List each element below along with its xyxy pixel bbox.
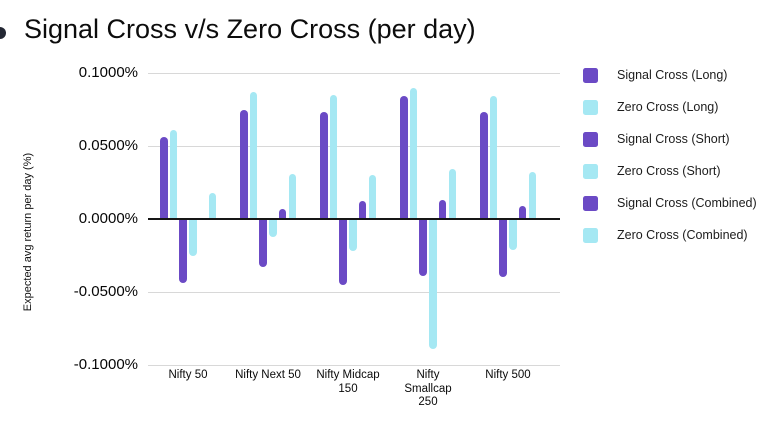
y-tick-label: 0.1000% bbox=[78, 64, 138, 81]
bar-signal-cross-short-nifty-500 bbox=[499, 219, 507, 278]
y-tick-label: -0.0500% bbox=[73, 283, 138, 300]
legend-label: Zero Cross (Long) bbox=[617, 100, 719, 114]
legend-swatch-icon bbox=[583, 131, 598, 147]
chart-title: Signal Cross v/s Zero Cross (per day) bbox=[24, 14, 476, 44]
bar-zero-cross-long-nifty-smallcap-250 bbox=[409, 87, 418, 219]
x-category-label: Nifty Smallcap 250 bbox=[404, 369, 452, 408]
gridline bbox=[148, 364, 560, 366]
left-edge-notch-icon bbox=[0, 27, 6, 39]
legend-label: Zero Cross (Combined) bbox=[617, 228, 748, 242]
bar-zero-cross-combined-nifty-midcap-150 bbox=[368, 175, 376, 219]
bar-zero-cross-short-nifty-next-50 bbox=[269, 219, 277, 237]
bar-zero-cross-long-nifty-midcap-150 bbox=[329, 94, 338, 219]
bar-signal-cross-combined-nifty-smallcap-250 bbox=[438, 200, 447, 219]
bar-zero-cross-long-nifty-next-50 bbox=[249, 91, 258, 219]
bar-signal-cross-short-nifty-smallcap-250 bbox=[419, 219, 427, 276]
bar-signal-cross-long-nifty-midcap-150 bbox=[320, 112, 328, 219]
legend-entry: Signal Cross (Combined) bbox=[583, 187, 757, 219]
bar-signal-cross-combined-nifty-midcap-150 bbox=[358, 201, 367, 219]
y-tick-label: -0.1000% bbox=[73, 356, 138, 373]
bar-zero-cross-combined-nifty-smallcap-250 bbox=[448, 169, 456, 219]
legend-swatch-icon bbox=[583, 99, 598, 115]
gridline bbox=[148, 291, 560, 293]
legend-entry: Zero Cross (Combined) bbox=[583, 219, 757, 251]
x-category-label: Nifty 500 bbox=[485, 369, 531, 381]
legend-swatch-icon bbox=[583, 163, 598, 179]
gridline bbox=[148, 145, 560, 147]
y-tick-label: 0.0500% bbox=[78, 137, 138, 154]
bar-zero-cross-short-nifty-500 bbox=[509, 219, 517, 250]
legend-entry: Zero Cross (Short) bbox=[583, 155, 757, 187]
bar-signal-cross-short-nifty-50 bbox=[179, 219, 187, 284]
legend-label: Zero Cross (Short) bbox=[617, 164, 721, 178]
bar-signal-cross-combined-nifty-500 bbox=[518, 205, 527, 219]
legend-entry: Signal Cross (Short) bbox=[583, 123, 757, 155]
bar-zero-cross-long-nifty-500 bbox=[489, 96, 498, 219]
legend-label: Signal Cross (Combined) bbox=[617, 196, 757, 210]
zero-axis-line bbox=[148, 218, 560, 220]
y-tick-label: 0.0000% bbox=[78, 210, 138, 227]
legend-swatch-icon bbox=[583, 227, 598, 243]
bar-zero-cross-combined-nifty-50 bbox=[208, 192, 216, 219]
bar-zero-cross-long-nifty-50 bbox=[169, 129, 178, 219]
bar-zero-cross-combined-nifty-500 bbox=[528, 172, 536, 219]
bar-signal-cross-long-nifty-next-50 bbox=[240, 109, 248, 219]
bar-signal-cross-long-nifty-500 bbox=[480, 112, 488, 219]
legend: Signal Cross (Long) Zero Cross (Long) Sign… bbox=[583, 59, 757, 251]
legend-label: Signal Cross (Long) bbox=[617, 68, 728, 82]
bar-signal-cross-short-nifty-midcap-150 bbox=[339, 219, 347, 285]
y-axis-title: Expected avg return per day (%) bbox=[22, 152, 34, 312]
legend-swatch-icon bbox=[583, 195, 598, 211]
x-category-label: Nifty Midcap 150 bbox=[316, 369, 380, 395]
bar-zero-cross-combined-nifty-next-50 bbox=[288, 173, 296, 219]
bar-signal-cross-combined-nifty-next-50 bbox=[278, 208, 287, 219]
bar-zero-cross-short-nifty-50 bbox=[189, 219, 197, 256]
legend-swatch-icon bbox=[583, 67, 598, 83]
bar-zero-cross-short-nifty-midcap-150 bbox=[349, 219, 357, 252]
bar-signal-cross-long-nifty-smallcap-250 bbox=[400, 96, 408, 219]
bar-zero-cross-short-nifty-smallcap-250 bbox=[429, 219, 437, 349]
bar-signal-cross-short-nifty-next-50 bbox=[259, 219, 267, 268]
bar-signal-cross-long-nifty-50 bbox=[160, 137, 168, 219]
gridline bbox=[148, 72, 560, 74]
legend-label: Signal Cross (Short) bbox=[617, 132, 730, 146]
legend-entry: Signal Cross (Long) bbox=[583, 59, 757, 91]
x-category-label: Nifty Next 50 bbox=[235, 369, 301, 381]
x-category-label: Nifty 50 bbox=[168, 369, 208, 381]
legend-entry: Zero Cross (Long) bbox=[583, 91, 757, 123]
